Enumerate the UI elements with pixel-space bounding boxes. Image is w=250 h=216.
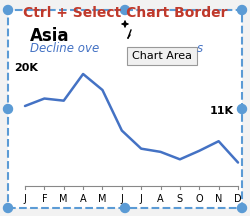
Text: 11K: 11K bbox=[210, 106, 234, 116]
Text: Decline ove: Decline ove bbox=[30, 43, 99, 56]
Circle shape bbox=[120, 203, 130, 213]
Circle shape bbox=[4, 5, 13, 14]
Text: Chart Area: Chart Area bbox=[132, 51, 192, 61]
Text: J: J bbox=[24, 194, 26, 204]
Text: s: s bbox=[197, 43, 203, 56]
Text: O: O bbox=[196, 194, 203, 204]
Text: A: A bbox=[157, 194, 164, 204]
Circle shape bbox=[120, 5, 130, 14]
Text: D: D bbox=[234, 194, 242, 204]
Text: F: F bbox=[42, 194, 47, 204]
Text: Asia: Asia bbox=[30, 27, 70, 45]
Text: M: M bbox=[98, 194, 107, 204]
Circle shape bbox=[238, 203, 246, 213]
Text: S: S bbox=[177, 194, 183, 204]
Circle shape bbox=[238, 105, 246, 113]
Circle shape bbox=[238, 5, 246, 14]
Circle shape bbox=[4, 203, 13, 213]
FancyBboxPatch shape bbox=[127, 47, 197, 65]
Text: J: J bbox=[140, 194, 142, 204]
Text: M: M bbox=[60, 194, 68, 204]
Text: J: J bbox=[120, 194, 123, 204]
Text: N: N bbox=[215, 194, 222, 204]
Text: Ctrl + Select Chart Border: Ctrl + Select Chart Border bbox=[23, 6, 227, 20]
Circle shape bbox=[4, 105, 13, 113]
FancyBboxPatch shape bbox=[8, 10, 242, 208]
Text: 20K: 20K bbox=[14, 63, 38, 73]
Text: A: A bbox=[80, 194, 86, 204]
